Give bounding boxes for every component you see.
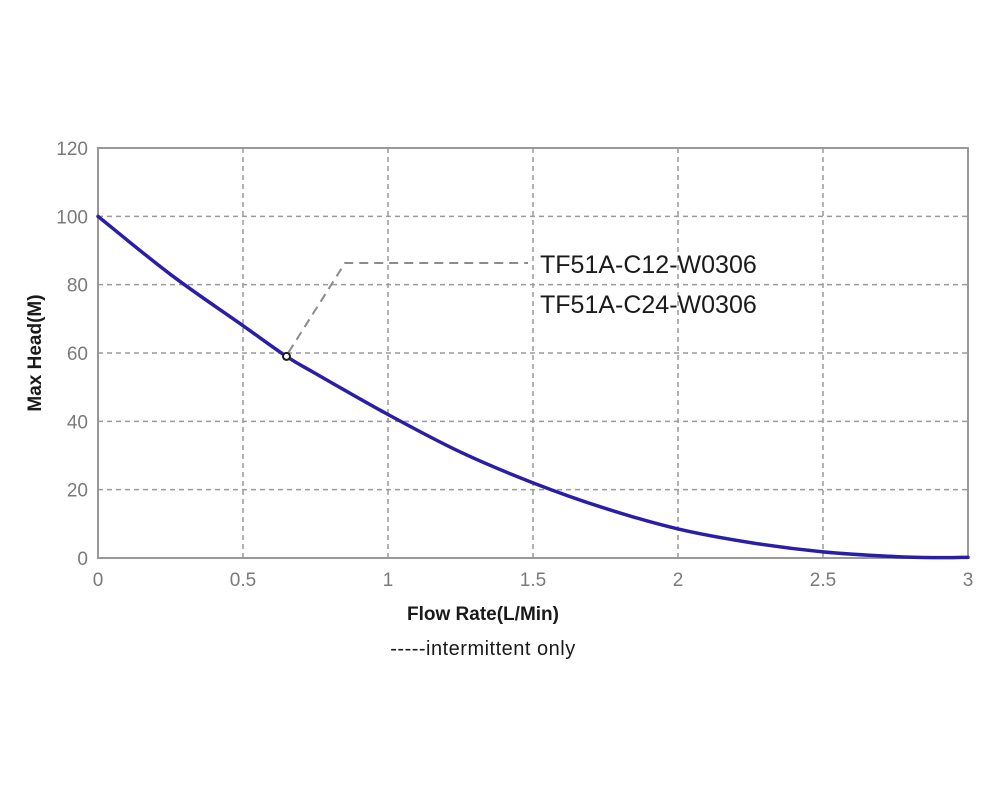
y-tick-label: 80 [67,276,88,297]
annotation-marker [282,351,291,361]
x-tick-label: 2.5 [810,570,836,591]
plot-frame [97,147,969,559]
y-tick-label: 120 [56,139,88,160]
tick-labels: 0 0.5 1 1.5 2 2.5 3 0 20 40 60 80 100 120 [56,139,973,591]
intermittent-note: -----intermittent only [390,638,575,660]
model-label-c12: TF51A-C12-W0306 [540,251,757,279]
x-axis-label: Flow Rate(L/Min) [407,604,559,625]
y-tick-label: 0 [77,549,88,570]
x-tick-label: 0 [93,570,104,591]
x-tick-label: 0.5 [230,570,256,591]
x-tick-label: 1 [383,570,394,591]
x-tick-label: 1.5 [520,570,546,591]
y-tick-label: 60 [67,344,88,365]
model-label-c24: TF51A-C24-W0306 [540,291,757,319]
x-tick-label: 2 [673,570,684,591]
y-axis-label: Max Head(M) [25,294,46,411]
series-layer [96,214,970,560]
series-line [96,214,970,560]
y-tick-label: 40 [67,412,88,433]
y-tick-label: 20 [67,481,88,502]
grid-lines [98,148,968,558]
annotation-leader-line [287,262,528,353]
x-tick-label: 3 [963,570,974,591]
y-tick-label: 100 [56,207,88,228]
